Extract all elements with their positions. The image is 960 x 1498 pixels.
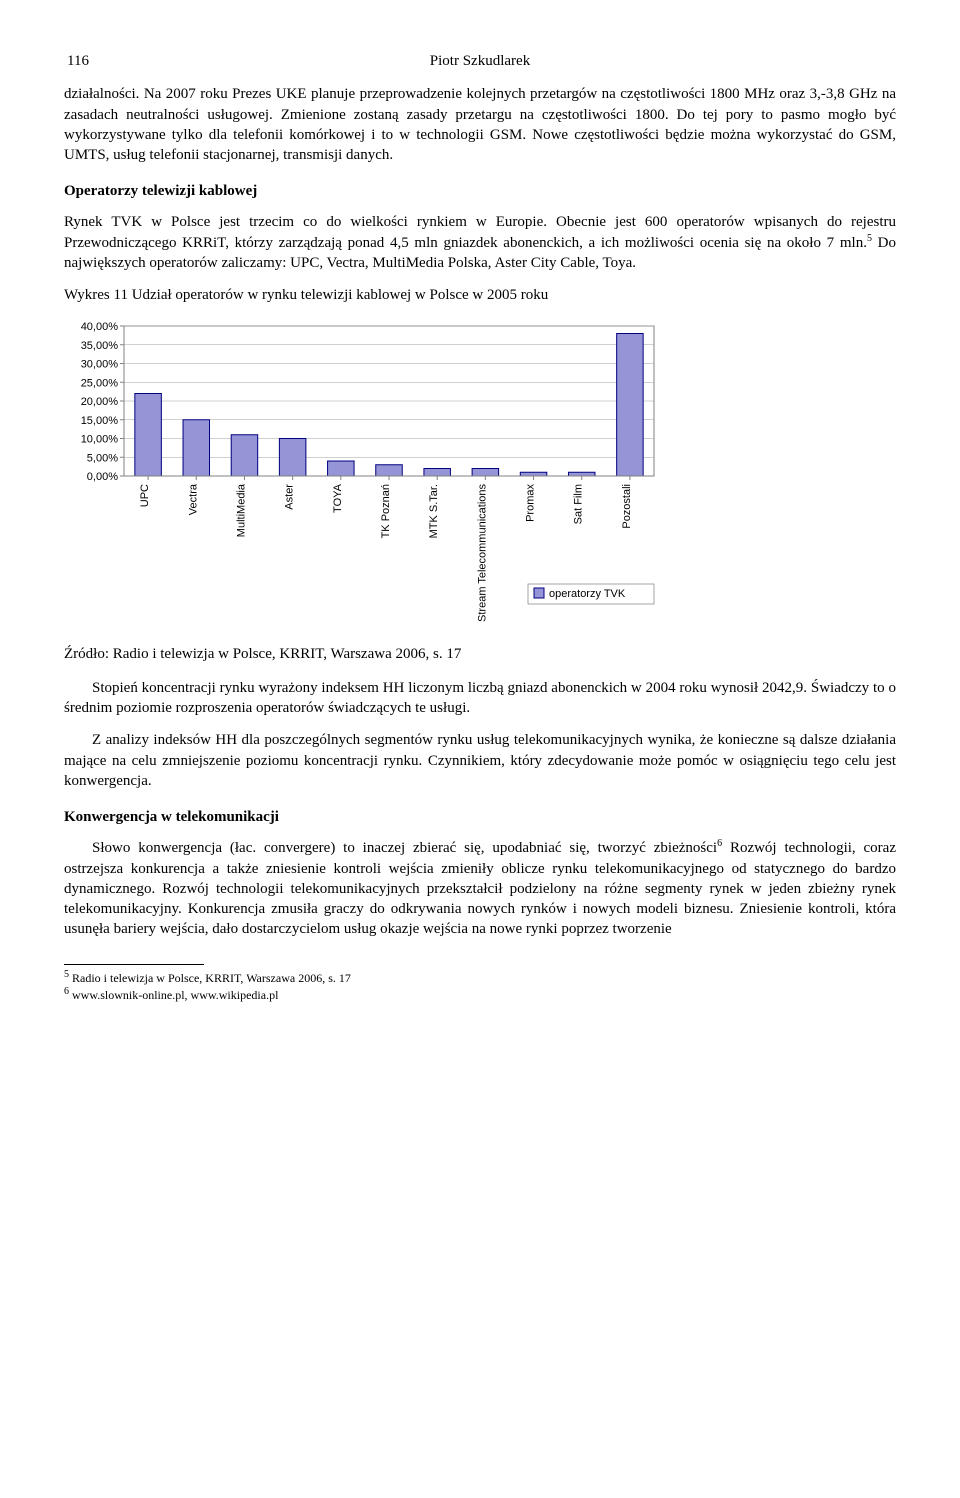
svg-text:5,00%: 5,00%: [87, 452, 118, 464]
footnotes-rule: [64, 964, 204, 965]
svg-text:35,00%: 35,00%: [81, 339, 119, 351]
svg-text:Promax: Promax: [525, 483, 537, 521]
paragraph-operators: Rynek TVK w Polsce jest trzecim co do wi…: [64, 212, 896, 274]
bar-chart-svg: 0,00% 5,00% 10,00% 15,00% 20,00% 25,00% 30,00%…: [64, 316, 674, 636]
chart-title: Wykres 11 Udział operatorów w rynku tele…: [64, 285, 896, 305]
paragraph-convergence-a: Słowo konwergencja (łac. convergere) to …: [92, 840, 717, 856]
footnote-5-text: Radio i telewizja w Polsce, KRRIT, Warsz…: [72, 971, 351, 985]
svg-text:30,00%: 30,00%: [81, 358, 119, 370]
svg-text:UPC: UPC: [139, 483, 151, 506]
footnote-6-text: www.slownik-online.pl, www.wikipedia.pl: [72, 988, 278, 1002]
svg-text:Pozostali: Pozostali: [621, 484, 633, 529]
svg-text:MTK S.Tar.: MTK S.Tar.: [428, 484, 440, 538]
svg-text:MultiMedia: MultiMedia: [235, 483, 247, 537]
paragraph-hh1: Stopień koncentracji rynku wyrażony inde…: [64, 678, 896, 719]
paragraph-operators-a: Rynek TVK w Polsce jest trzecim co do wi…: [64, 214, 896, 251]
page-header: 116 Piotr Szkudlarek: [64, 48, 896, 74]
svg-text:Sat Film: Sat Film: [573, 484, 585, 524]
footnote-6: 6 www.slownik-online.pl, www.wikipedia.p…: [64, 986, 896, 1003]
svg-text:Aster: Aster: [284, 483, 296, 509]
paragraph-convergence: Słowo konwergencja (łac. convergere) to …: [64, 837, 896, 939]
svg-text:40,00%: 40,00%: [81, 321, 119, 333]
footnote-5: 5 Radio i telewizja w Polsce, KRRIT, War…: [64, 969, 896, 986]
section-title-operators: Operatorzy telewizji kablowej: [64, 181, 896, 201]
svg-text:15,00%: 15,00%: [81, 414, 119, 426]
svg-text:TOYA: TOYA: [332, 483, 344, 513]
svg-text:20,00%: 20,00%: [81, 396, 119, 408]
svg-text:Stream Telecommunications: Stream Telecommunications: [476, 483, 488, 621]
svg-text:0,00%: 0,00%: [87, 471, 118, 483]
chart-source: Źródło: Radio i telewizja w Polsce, KRRI…: [64, 644, 896, 664]
svg-text:10,00%: 10,00%: [81, 433, 119, 445]
section-title-convergence: Konwergencja w telekomunikacji: [64, 807, 896, 827]
paragraph-hh2: Z analizy indeksów HH dla poszczególnych…: [64, 730, 896, 791]
svg-text:operatorzy TVK: operatorzy TVK: [549, 588, 626, 600]
svg-text:Vectra: Vectra: [187, 483, 199, 515]
bar-chart: 0,00% 5,00% 10,00% 15,00% 20,00% 25,00% 30,00%…: [64, 316, 896, 636]
svg-text:25,00%: 25,00%: [81, 377, 119, 389]
paragraph-intro: działalności. Na 2007 roku Prezes UKE pl…: [64, 84, 896, 165]
svg-text:TK Poznań: TK Poznań: [380, 484, 392, 538]
page-number: 116: [66, 50, 118, 72]
page-author: Piotr Szkudlarek: [120, 50, 840, 72]
